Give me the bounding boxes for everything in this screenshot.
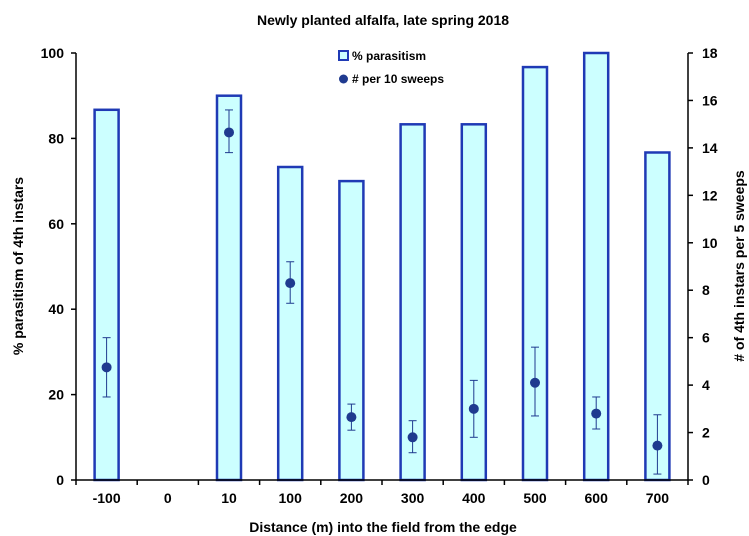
y2-tick-label: 0 (702, 472, 710, 488)
bar-100 (276, 165, 304, 482)
point-600 (591, 408, 602, 419)
bar-200 (338, 179, 365, 482)
legend-label-bar: % parasitism (352, 49, 426, 63)
legend-swatch-bar (338, 50, 349, 61)
point-300 (407, 432, 418, 443)
point--100 (101, 362, 112, 373)
legend: % parasitism # per 10 sweeps (338, 49, 444, 86)
point-10 (224, 127, 234, 138)
y2-tick-label: 4 (702, 377, 710, 393)
y2-axis-label: # of 4th instars per 5 sweeps (731, 170, 747, 362)
legend-label-point: # per 10 sweeps (352, 72, 444, 86)
x-tick-label: 300 (401, 490, 425, 506)
chart-title: Newly planted alfalfa, late spring 2018 (257, 12, 509, 28)
x-tick-label: -100 (93, 490, 121, 506)
point-700 (652, 440, 663, 451)
x-tick-label: 10 (221, 490, 237, 506)
point-100 (285, 278, 296, 289)
x-axis-label: Distance (m) into the field from the edg… (249, 519, 517, 535)
point-500 (530, 377, 540, 388)
y2-tick-label: 2 (702, 425, 710, 441)
x-tick-label: 600 (585, 490, 609, 506)
point-400 (468, 403, 479, 414)
y-tick-label: 0 (56, 472, 64, 488)
y2-tick-label: 8 (702, 282, 710, 298)
x-tick-label: 0 (164, 490, 172, 506)
y-tick-label: 20 (48, 387, 64, 403)
legend-swatch-point (339, 74, 348, 84)
y2-tick-label: 10 (702, 235, 718, 251)
y-tick-label: 40 (48, 301, 64, 317)
y-tick-label: 60 (48, 216, 64, 232)
y-axis-label: % parasitism of 4th instars (10, 177, 26, 355)
bar-10 (215, 94, 243, 482)
y2-tick-label: 16 (702, 92, 718, 108)
x-tick-label: 700 (646, 490, 670, 506)
x-tick-label: 100 (279, 490, 303, 506)
y2-tick-label: 6 (702, 330, 710, 346)
marker-layer (101, 109, 663, 475)
y2-tick-label: 12 (702, 187, 718, 203)
y2-tick-label: 18 (702, 45, 718, 61)
x-tick-label: 400 (462, 490, 486, 506)
y-tick-label: 100 (41, 45, 65, 61)
y-tick-label: 80 (48, 130, 64, 146)
x-tick-label: 500 (523, 490, 547, 506)
bar-500 (521, 65, 549, 482)
y2-tick-label: 14 (702, 140, 718, 156)
tick-layer: 0 20 40 60 80 100 0 2 4 6 8 10 12 14 16 18 -100 0 10 100 200… (41, 45, 718, 506)
point-200 (346, 412, 357, 423)
bar--100 (93, 108, 120, 482)
x-tick-label: 200 (340, 490, 364, 506)
bar-layer (93, 51, 671, 482)
